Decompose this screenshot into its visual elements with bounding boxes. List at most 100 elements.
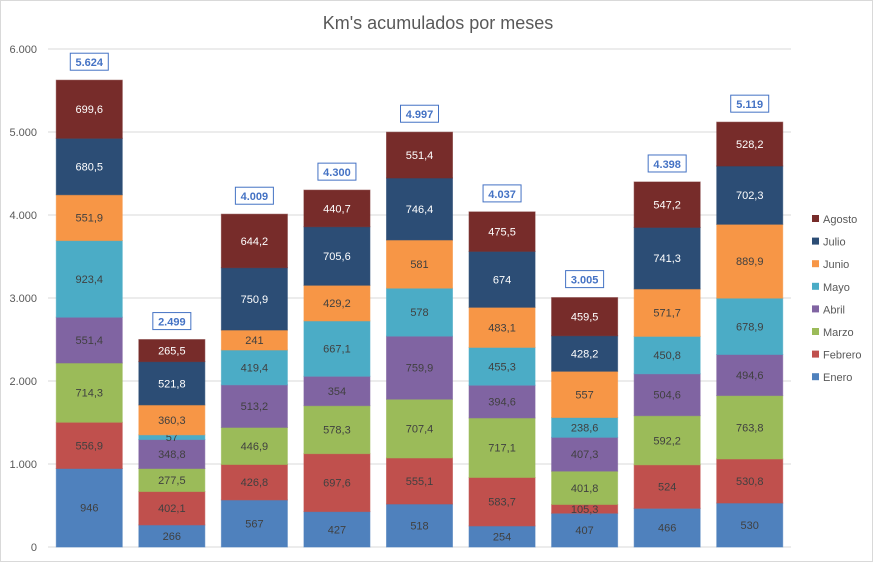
data-label: 578,3 <box>323 425 351 437</box>
bar-segment-marzo <box>468 417 536 478</box>
bar-segment-agosto <box>303 189 371 228</box>
y-axis-ticks: 0 1.000 2.000 3.000 4.000 5.000 6.000 <box>9 44 37 554</box>
bar-segment-enero <box>55 467 123 548</box>
bar-segment-febrero <box>220 464 288 501</box>
total-label-box <box>482 184 522 203</box>
legend-swatch <box>812 350 819 358</box>
data-label: 530 <box>741 520 759 532</box>
bar-stack: 946 556,9 714,3 551,4 923,4 551,9 680,5 699,6 5.… <box>55 52 123 548</box>
total-label-box <box>647 154 687 173</box>
legend-swatch <box>812 215 819 222</box>
chart-title: Km's acumulados por meses <box>323 13 554 33</box>
data-label: 354 <box>328 386 346 398</box>
data-label: 394,6 <box>488 397 516 409</box>
legend-swatch <box>812 282 819 290</box>
data-label: 644,2 <box>241 236 269 248</box>
y-tick-label: 4.000 <box>9 210 37 222</box>
legend-label: Agosto <box>823 214 857 226</box>
bar-segment-marzo <box>55 362 123 423</box>
total-label: 4.398 <box>653 159 681 171</box>
bar-stack: 518 555,1 707,4 759,9 578 581 746,4 551,4 4.997 <box>386 104 453 548</box>
bar-segment-marzo <box>551 470 619 505</box>
total-label-box <box>69 52 109 71</box>
bar-segment-enero <box>551 512 619 548</box>
data-label: 530,8 <box>736 476 764 488</box>
data-label: 407 <box>575 525 593 537</box>
bar-segment-mayo <box>633 335 701 375</box>
bar-segment-abril <box>138 439 206 470</box>
bar-segment-junio <box>55 194 123 242</box>
legend-item-mayo: Mayo <box>812 282 850 294</box>
bar-segment-mayo <box>303 320 371 377</box>
data-label: 475,5 <box>488 227 516 239</box>
bar-segment-enero <box>220 499 288 548</box>
total-label: 4.997 <box>406 109 434 121</box>
data-label: 466 <box>658 523 676 535</box>
bar-segment-mayo <box>468 346 536 386</box>
total-label: 4.300 <box>323 167 351 179</box>
bar-segment-abril <box>55 316 123 364</box>
y-tick-label: 1.000 <box>9 459 37 471</box>
data-label: 551,9 <box>76 213 104 225</box>
total-label: 3.005 <box>571 275 599 287</box>
legend-label: Marzo <box>823 327 854 339</box>
total-label-box <box>730 94 770 113</box>
bar-segment-abril <box>633 373 701 417</box>
bar-segment-mayo <box>220 349 288 386</box>
total-label: 4.009 <box>241 191 269 203</box>
data-label: 583,7 <box>488 497 516 509</box>
bar-segment-agosto <box>716 121 784 167</box>
bar-segment-agosto <box>220 213 288 269</box>
data-label: 265,5 <box>158 346 186 358</box>
legend-swatch <box>812 328 819 335</box>
data-label: 427 <box>328 524 346 536</box>
data-label: 518 <box>410 521 428 533</box>
bar-segment-junio <box>303 284 371 322</box>
total-label-box <box>234 186 274 205</box>
data-label: 513,2 <box>241 401 269 413</box>
bar-segment-marzo <box>303 405 371 455</box>
total-label: 2.499 <box>158 317 186 329</box>
data-label: 524 <box>658 482 676 494</box>
total-label: 5.624 <box>76 57 104 69</box>
bar-segment-junio <box>138 404 206 436</box>
bar-stack: 466 524 592,2 504,6 450,8 571,7 741,3 547,2 4.39… <box>633 154 701 548</box>
bar-stack: 567 426,8 446,9 513,2 419,4 241 750,9 644,2 4.00… <box>220 186 288 548</box>
bar-segment-agosto <box>55 79 123 139</box>
data-label: 277,5 <box>158 475 186 487</box>
bar-segment-marzo <box>220 426 288 466</box>
bar-segment-mayo <box>716 297 784 356</box>
data-label: 428,2 <box>571 349 599 361</box>
data-label: 667,1 <box>323 344 351 356</box>
data-label: 360,3 <box>158 415 186 427</box>
bar-stack: 427 697,6 578,3 354 667,1 429,2 705,6 440,7 4.30… <box>303 162 371 548</box>
data-label: 717,1 <box>488 443 516 455</box>
y-tick-label: 0 <box>31 542 37 554</box>
data-label: 707,4 <box>406 424 434 436</box>
bar-segment-agosto <box>386 131 453 179</box>
legend-item-marzo: Marzo <box>812 327 854 339</box>
bar-segment-julio <box>716 165 784 225</box>
data-label: 571,7 <box>653 308 681 320</box>
bar-segment-abril <box>220 384 288 428</box>
legend-label: Junio <box>823 259 849 271</box>
data-label: 547,2 <box>653 200 681 212</box>
bar-segment-agosto <box>138 339 206 363</box>
data-label: 440,7 <box>323 203 351 215</box>
bar-segment-julio <box>468 250 536 308</box>
data-label: 741,3 <box>653 253 681 265</box>
data-label: 763,8 <box>736 422 764 434</box>
data-label: 581 <box>410 259 428 271</box>
data-label: 407,3 <box>571 449 599 461</box>
bar-segment-julio <box>138 361 206 406</box>
bar-stack: 530 530,8 763,8 494,6 678,9 889,9 702,3 528,2 5.… <box>716 94 784 548</box>
bar-segment-mayo <box>55 240 123 318</box>
data-label: 450,8 <box>653 350 681 362</box>
y-tick-label: 2.000 <box>9 376 37 388</box>
y-tick-label: 6.000 <box>9 44 37 56</box>
data-label: 266 <box>163 531 181 543</box>
legend-item-julio: Julio <box>812 237 846 249</box>
bar-stack: 407 105,3 401,8 407,3 238,6 557 428,2 459,5 3.00… <box>551 270 619 548</box>
data-label: 759,9 <box>406 363 434 375</box>
